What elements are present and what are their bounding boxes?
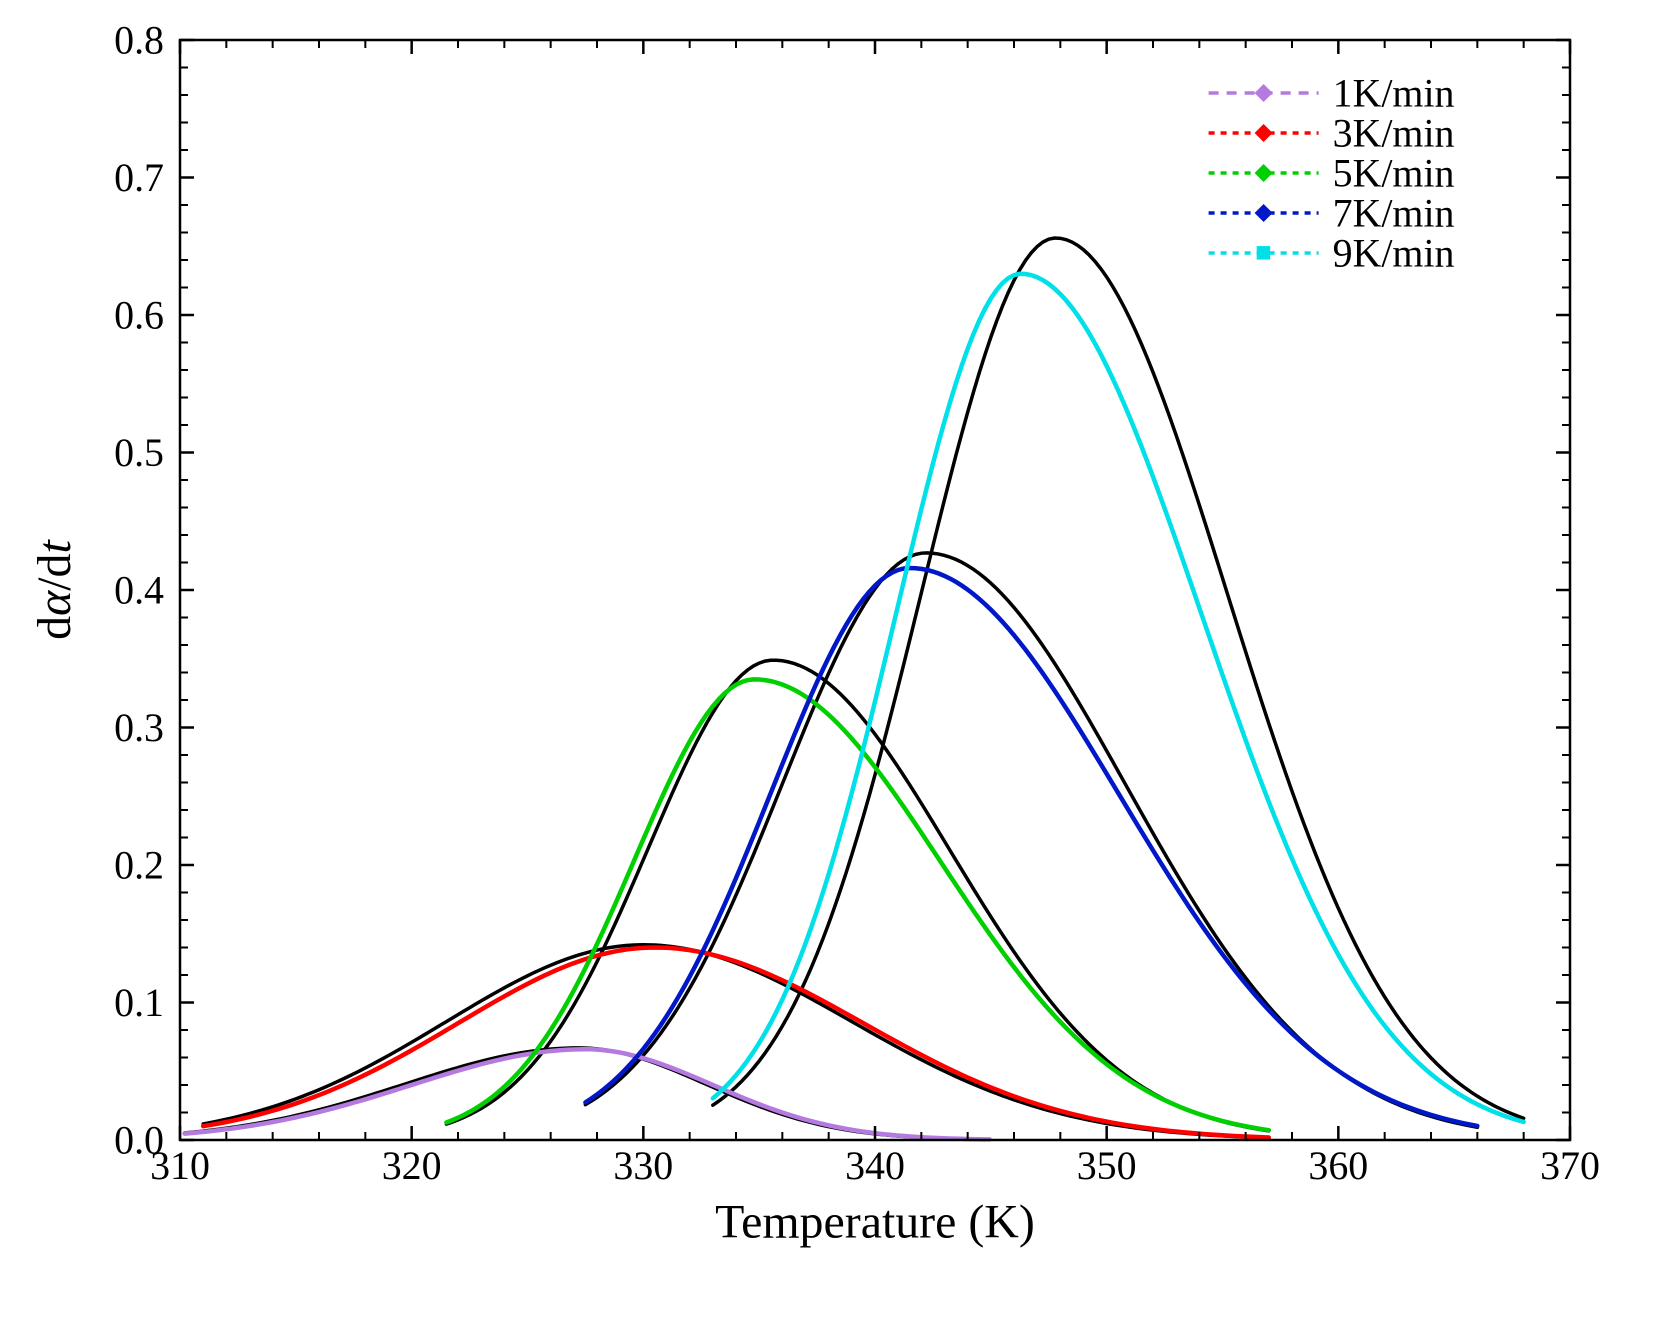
legend-label: 7K/min — [1333, 191, 1455, 236]
x-tick-label: 360 — [1308, 1143, 1368, 1188]
y-tick-label: 0.3 — [114, 705, 164, 750]
legend-marker — [1257, 246, 1271, 259]
legend-label: 1K/min — [1333, 71, 1455, 116]
x-tick-label: 340 — [845, 1143, 905, 1188]
line-chart: 3103203303403503603700.00.10.20.30.40.50… — [0, 0, 1655, 1339]
chart-container: 3103203303403503603700.00.10.20.30.40.50… — [0, 0, 1655, 1339]
y-tick-label: 0.8 — [114, 18, 164, 63]
y-tick-label: 0.5 — [114, 430, 164, 475]
y-axis-label: dα/dt — [28, 538, 81, 639]
legend-label: 3K/min — [1333, 111, 1455, 156]
legend-label: 5K/min — [1333, 151, 1455, 196]
x-tick-label: 330 — [613, 1143, 673, 1188]
x-tick-label: 350 — [1077, 1143, 1137, 1188]
legend-label: 9K/min — [1333, 231, 1455, 276]
y-tick-label: 0.2 — [114, 843, 164, 888]
y-tick-label: 0.1 — [114, 980, 164, 1025]
y-tick-label: 0.6 — [114, 293, 164, 338]
y-tick-label: 0.4 — [114, 568, 164, 613]
y-tick-label: 0.0 — [114, 1118, 164, 1163]
x-tick-label: 370 — [1540, 1143, 1600, 1188]
x-tick-label: 320 — [382, 1143, 442, 1188]
y-tick-label: 0.7 — [114, 155, 164, 200]
x-axis-label: Temperature (K) — [715, 1196, 1035, 1249]
